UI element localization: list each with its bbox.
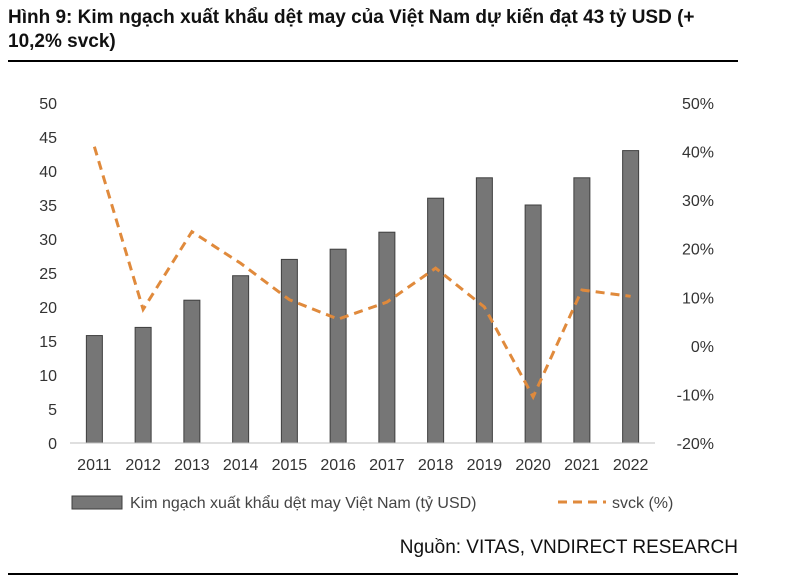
left-tick-label: 10 <box>39 368 57 385</box>
right-axis-ticks: -20% -10% 0% 10% 20% 30% 40% 50% <box>677 96 714 453</box>
bar-2021 <box>573 177 591 444</box>
left-tick-label: 0 <box>48 436 57 453</box>
left-tick-label: 35 <box>39 198 57 215</box>
bar-2018 <box>427 197 445 444</box>
left-tick-label: 40 <box>39 164 57 181</box>
bar-2012 <box>134 326 152 444</box>
left-tick-label: 50 <box>39 96 57 113</box>
x-axis-ticks: 2011 2012 2013 2014 2015 2016 2017 2018 2019 2020… <box>77 457 648 474</box>
left-tick-label: 5 <box>48 402 57 419</box>
right-tick-label: 10% <box>682 290 714 307</box>
bar-2015 <box>280 258 298 444</box>
bar-2011 <box>85 335 103 444</box>
x-tick-label: 2019 <box>467 457 503 474</box>
right-tick-label: 20% <box>682 242 714 259</box>
x-tick-label: 2017 <box>369 457 405 474</box>
bar-2016 <box>329 248 347 444</box>
x-tick-label: 2011 <box>77 457 112 474</box>
right-tick-label: 50% <box>682 96 714 113</box>
bar-2019 <box>475 177 493 444</box>
bar-2013 <box>183 299 201 444</box>
left-tick-label: 20 <box>39 300 57 317</box>
bar-2022 <box>622 150 640 444</box>
bar-2017 <box>378 231 396 444</box>
legend-bar-swatch <box>71 495 123 510</box>
x-tick-label: 2014 <box>223 457 259 474</box>
chart-title: Hình 9: Kim ngạch xuất khẩu dệt may của … <box>8 7 695 52</box>
bar-2014 <box>232 275 250 444</box>
x-tick-label: 2022 <box>613 457 649 474</box>
x-tick-label: 2013 <box>174 457 210 474</box>
right-tick-label: -20% <box>677 436 714 453</box>
x-tick-label: 2020 <box>515 457 551 474</box>
x-tick-label: 2016 <box>320 457 356 474</box>
svck-line <box>92 146 631 401</box>
x-tick-label: 2015 <box>272 457 308 474</box>
right-tick-label: 40% <box>682 145 714 162</box>
right-tick-label: 0% <box>691 339 714 356</box>
legend: Kim ngạch xuất khẩu dệt may Việt Nam (tỷ… <box>71 494 673 512</box>
x-tick-label: 2018 <box>418 457 454 474</box>
bar-series <box>85 150 640 444</box>
left-tick-label: 15 <box>39 334 57 351</box>
legend-bar-label: Kim ngạch xuất khẩu dệt may Việt Nam (tỷ… <box>130 494 477 512</box>
right-tick-label: 30% <box>682 193 714 210</box>
left-tick-label: 25 <box>39 266 57 283</box>
left-tick-label: 30 <box>39 232 57 249</box>
left-axis-ticks: 0 5 10 15 20 25 30 35 40 45 50 <box>39 96 57 453</box>
bar-2020 <box>524 204 542 444</box>
bottom-rule <box>8 573 738 575</box>
right-tick-label: -10% <box>677 387 714 404</box>
x-tick-label: 2021 <box>564 457 600 474</box>
x-tick-label: 2012 <box>125 457 161 474</box>
legend-line-label: svck (%) <box>612 495 673 512</box>
source-note: Nguồn: VITAS, VNDIRECT RESEARCH <box>399 537 738 558</box>
top-rule <box>8 60 738 62</box>
left-tick-label: 45 <box>39 130 57 147</box>
